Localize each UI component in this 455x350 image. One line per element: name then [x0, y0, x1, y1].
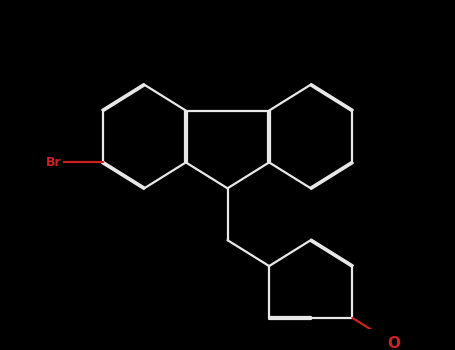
Text: Br: Br — [46, 156, 61, 169]
Text: O: O — [388, 336, 400, 350]
